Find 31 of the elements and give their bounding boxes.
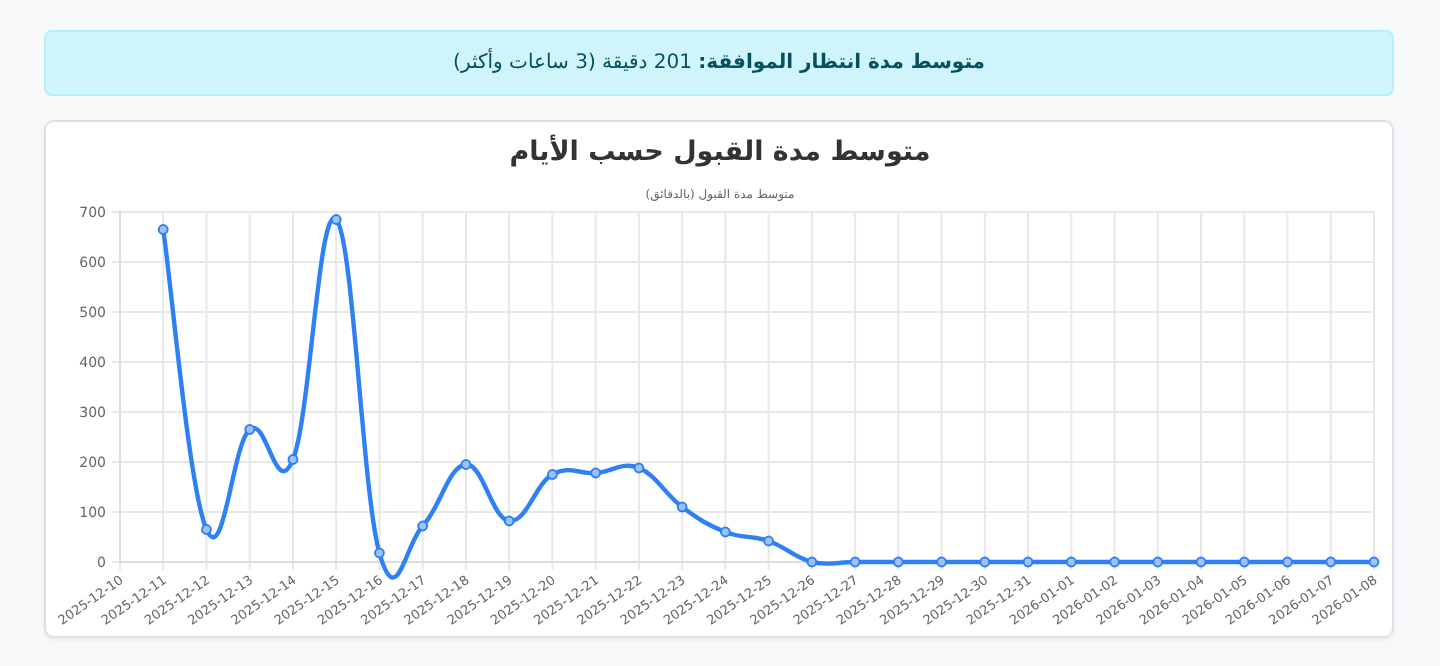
point (417, 520, 429, 532)
point (201, 524, 212, 535)
point (1152, 556, 1164, 568)
point (157, 224, 169, 235)
point (1109, 556, 1120, 568)
point (374, 547, 385, 559)
point (763, 535, 775, 547)
point (849, 556, 861, 568)
point (1065, 556, 1077, 568)
point (244, 424, 256, 435)
point (1195, 556, 1207, 568)
point (287, 454, 299, 465)
point (330, 214, 342, 225)
point (547, 469, 558, 480)
point (806, 556, 818, 568)
point (676, 501, 688, 513)
point (1325, 556, 1337, 568)
point (936, 556, 947, 568)
point (590, 467, 602, 479)
chart-title: متوسط مدة القبول حسب الأيام (509, 134, 931, 168)
point (503, 515, 515, 527)
point (1282, 556, 1293, 568)
point (892, 556, 904, 568)
point (633, 462, 645, 474)
text: متوسط مدة انتظار الموافقة: 201 دقيقة (3 ساعات وأكثر) (453, 52, 985, 74)
point (719, 526, 731, 538)
point (1238, 556, 1250, 568)
point (979, 556, 991, 568)
point (460, 459, 472, 470)
point (1368, 556, 1380, 568)
point (1022, 556, 1034, 568)
